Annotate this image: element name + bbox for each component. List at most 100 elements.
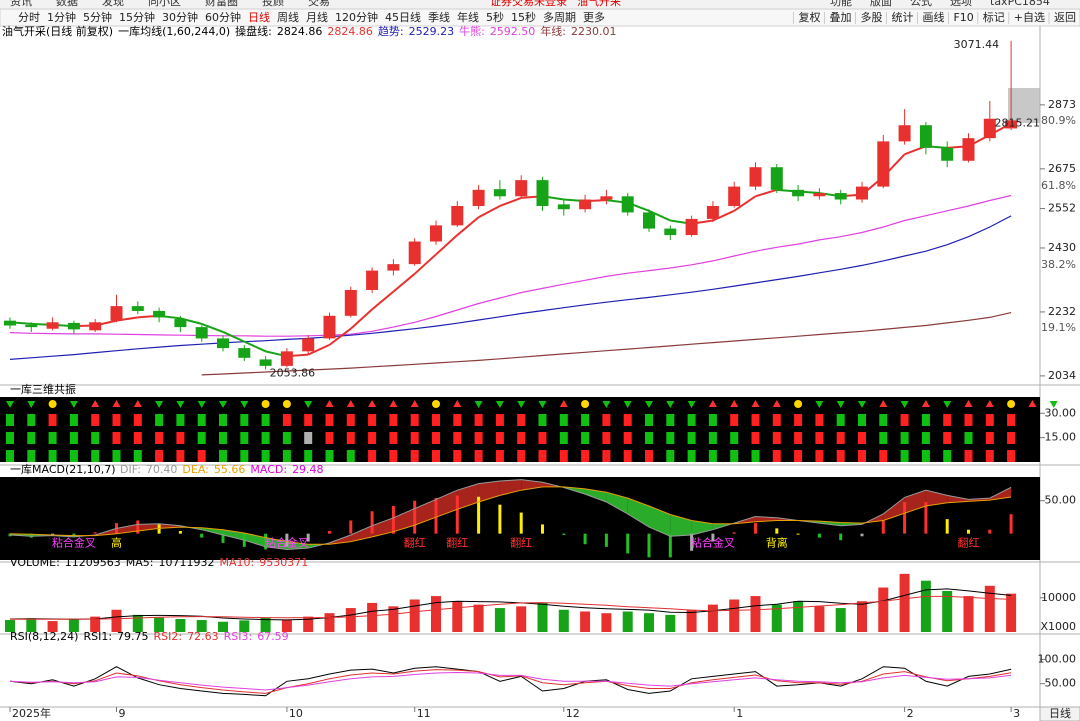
period-tab[interactable]: 30分钟 <box>162 10 198 24</box>
macd-ribbon <box>691 520 713 535</box>
tool-button[interactable]: 标记 <box>983 10 1005 24</box>
macd-ribbon <box>393 508 415 532</box>
signal-bar <box>6 450 14 462</box>
period-tab[interactable]: 日线 <box>248 10 270 24</box>
signal-bar <box>815 414 824 426</box>
menu-item[interactable]: 投顾 <box>262 0 284 8</box>
volume-bar <box>729 599 740 632</box>
signal-bar <box>517 450 526 462</box>
signal-bar <box>772 414 781 426</box>
signal-down <box>836 401 845 408</box>
candle-body <box>67 322 80 330</box>
notice: 油气开采 <box>577 0 621 8</box>
toolbar <box>0 8 1080 27</box>
tool-button[interactable]: 叠加 <box>829 11 851 24</box>
signal-bar <box>91 450 100 462</box>
tool-button[interactable]: 复权 <box>798 10 820 24</box>
signal-bar <box>559 450 568 462</box>
signal-bar <box>261 414 270 426</box>
tool-button[interactable]: F10 <box>953 11 973 24</box>
macd-bar <box>8 533 12 537</box>
signal-bar <box>879 414 888 426</box>
signal-bar <box>410 432 419 444</box>
trend-segment <box>414 253 437 275</box>
period-tab[interactable]: 1分钟 <box>47 10 76 24</box>
signal-bar <box>453 432 462 444</box>
period-tab[interactable]: 15分钟 <box>119 10 155 24</box>
period-tab[interactable]: 120分钟 <box>335 10 378 24</box>
menu-item[interactable]: 公式 <box>910 0 932 8</box>
macd-annotation: 粘合金叉 <box>691 536 735 550</box>
signal-bar <box>645 414 653 426</box>
legend-item: 29.48 <box>292 463 324 476</box>
menu-item[interactable]: 资讯 <box>10 0 32 8</box>
menu-item[interactable]: 选项 <box>950 0 972 8</box>
candle-body <box>387 264 400 271</box>
signal-down <box>943 401 952 408</box>
volume-bar <box>303 616 314 632</box>
x-tick-label: 9 <box>119 707 126 720</box>
macd-annotation: 翻红 <box>510 536 532 550</box>
period-tab[interactable]: 年线 <box>457 10 479 24</box>
signal-bar <box>474 432 483 444</box>
signal-bar <box>27 414 36 426</box>
menu-item[interactable]: 版面 <box>870 0 892 8</box>
menu-item[interactable]: 财富圈 <box>205 0 238 8</box>
tool-button[interactable]: 多股 <box>860 10 882 24</box>
signal-bar <box>133 432 142 444</box>
volume-bar <box>665 614 676 632</box>
candle-body <box>834 193 847 200</box>
y-tick-label: 2675 <box>1048 162 1076 175</box>
signal-bar <box>836 414 845 426</box>
macd-bar <box>285 533 289 547</box>
volume-bar <box>175 619 186 632</box>
tool-button[interactable]: 画线 <box>922 10 944 24</box>
legend-item: 11209563 <box>65 556 121 569</box>
tool-button[interactable]: 统计 <box>891 11 913 24</box>
period-tab[interactable]: 月线 <box>306 10 328 24</box>
menu-item[interactable]: 发现 <box>102 0 124 8</box>
period-tab[interactable]: 分时 <box>18 11 40 24</box>
tool-button[interactable]: +自选 <box>1014 11 1045 24</box>
period-tab[interactable]: 60分钟 <box>205 10 241 24</box>
volume-bar <box>857 601 867 632</box>
menu-item[interactable]: taxPC1854 <box>990 0 1050 8</box>
signal-bar <box>304 432 313 444</box>
period-tab[interactable]: 更多 <box>583 10 605 24</box>
volume-bar <box>367 602 378 632</box>
period-tab[interactable]: 5分钟 <box>83 10 112 24</box>
y-tick-label: 15.00 <box>1045 431 1077 444</box>
menu-item[interactable]: 数据 <box>56 0 78 8</box>
volume-bar <box>494 608 505 632</box>
candle-body <box>1005 120 1018 129</box>
signal-up <box>730 400 739 407</box>
volume-bar <box>47 621 58 632</box>
macd-annotation: 翻红 <box>958 536 980 550</box>
period-tab[interactable]: 季线 <box>428 10 450 24</box>
candle-body <box>792 189 805 197</box>
period-tab[interactable]: 周线 <box>277 10 299 24</box>
candle-body <box>4 320 16 326</box>
y-tick-label: 50.00 <box>1045 677 1077 690</box>
period-tab[interactable]: 多周期 <box>543 10 576 24</box>
y-tick-label: 50.00 <box>1045 494 1077 507</box>
tool-button[interactable]: 返回 <box>1054 11 1076 24</box>
volume-bar <box>218 621 228 632</box>
macd-bar <box>817 533 821 538</box>
menu-item[interactable]: 同小区 <box>148 0 181 8</box>
signal-bar <box>69 450 78 462</box>
legend-item: 2529.23 <box>409 25 455 38</box>
macd-bar <box>178 531 182 534</box>
macd-bar <box>477 496 481 534</box>
menu-item[interactable]: 交易 <box>308 0 330 8</box>
volume-bar <box>409 599 420 632</box>
period-tab[interactable]: 15秒 <box>511 10 536 24</box>
signal-bar <box>708 414 717 426</box>
signal-down <box>474 401 483 408</box>
volume-ma-line <box>9 588 1012 621</box>
menu-item[interactable]: 功能 <box>830 0 852 8</box>
period-tab[interactable]: 5秒 <box>486 10 504 24</box>
period-tab[interactable]: 45日线 <box>385 10 421 24</box>
trend-segment <box>201 322 224 333</box>
